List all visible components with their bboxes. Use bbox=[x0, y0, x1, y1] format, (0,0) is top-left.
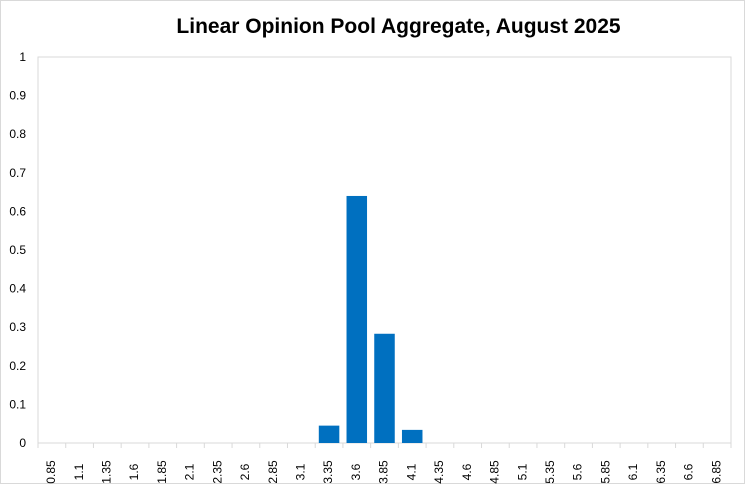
x-tick-label: 5.1 bbox=[515, 463, 529, 480]
x-tick-label: 3.35 bbox=[321, 460, 335, 484]
x-tick-label: 2.35 bbox=[210, 460, 224, 484]
y-tick-label: 1 bbox=[19, 50, 26, 64]
x-tick-label: 5.85 bbox=[598, 460, 612, 484]
y-tick-label: 0.8 bbox=[9, 127, 26, 141]
y-tick-label: 0.4 bbox=[9, 282, 26, 296]
y-tick-label: 0.7 bbox=[9, 166, 26, 180]
x-tick-label: 4.1 bbox=[404, 463, 418, 480]
x-tick-label: 3.85 bbox=[377, 460, 391, 484]
y-tick-label: 0.3 bbox=[9, 320, 26, 334]
bar-3.6 bbox=[346, 195, 368, 443]
x-tick-label: 2.6 bbox=[238, 463, 252, 480]
y-tick-label: 0.9 bbox=[9, 89, 26, 103]
y-axis: 0 0.1 0.2 0.3 0.4 0.5 0.6 0.7 0.8 0.9 1 bbox=[9, 50, 26, 450]
x-tick-label: 1.1 bbox=[72, 463, 86, 480]
bar-3.35 bbox=[318, 425, 340, 443]
x-tick-label: 4.35 bbox=[432, 460, 446, 484]
y-tick-label: 0.5 bbox=[9, 243, 26, 257]
y-tick-label: 0.2 bbox=[9, 359, 26, 373]
x-tick-label: 2.1 bbox=[183, 463, 197, 480]
x-tick-label: 1.85 bbox=[155, 460, 169, 484]
x-tick-label: 6.35 bbox=[654, 460, 668, 484]
x-tick-label: 1.35 bbox=[99, 460, 113, 484]
x-tick-label: 4.6 bbox=[460, 463, 474, 480]
x-tick-label: 6.6 bbox=[682, 463, 696, 480]
chart-title: Linear Opinion Pool Aggregate, August 20… bbox=[176, 15, 621, 38]
bar-3.85 bbox=[374, 333, 395, 443]
x-tick-label: 5.35 bbox=[543, 460, 557, 484]
bar-series bbox=[318, 195, 423, 443]
x-tick-label: 3.6 bbox=[349, 463, 363, 480]
y-tick-label: 0.6 bbox=[9, 204, 26, 218]
bar-4.1 bbox=[401, 429, 423, 443]
x-tick-label: 1.6 bbox=[127, 463, 141, 480]
x-tick-label: 6.1 bbox=[626, 463, 640, 480]
x-tick-label: 4.85 bbox=[488, 460, 502, 484]
x-tick-label: 3.1 bbox=[294, 463, 308, 480]
y-tick-label: 0 bbox=[19, 436, 26, 450]
y-tick-label: 0.1 bbox=[9, 397, 26, 411]
x-axis: 0.85 1.1 1.35 1.6 1.85 2.1 2.35 2.6 2.85 3.1 3.35 3… bbox=[37, 443, 732, 484]
x-tick-label: 5.6 bbox=[571, 463, 585, 480]
x-tick-label: 0.85 bbox=[44, 460, 58, 484]
x-tick-label: 2.85 bbox=[266, 460, 280, 484]
x-tick-label: 6.85 bbox=[709, 460, 723, 484]
